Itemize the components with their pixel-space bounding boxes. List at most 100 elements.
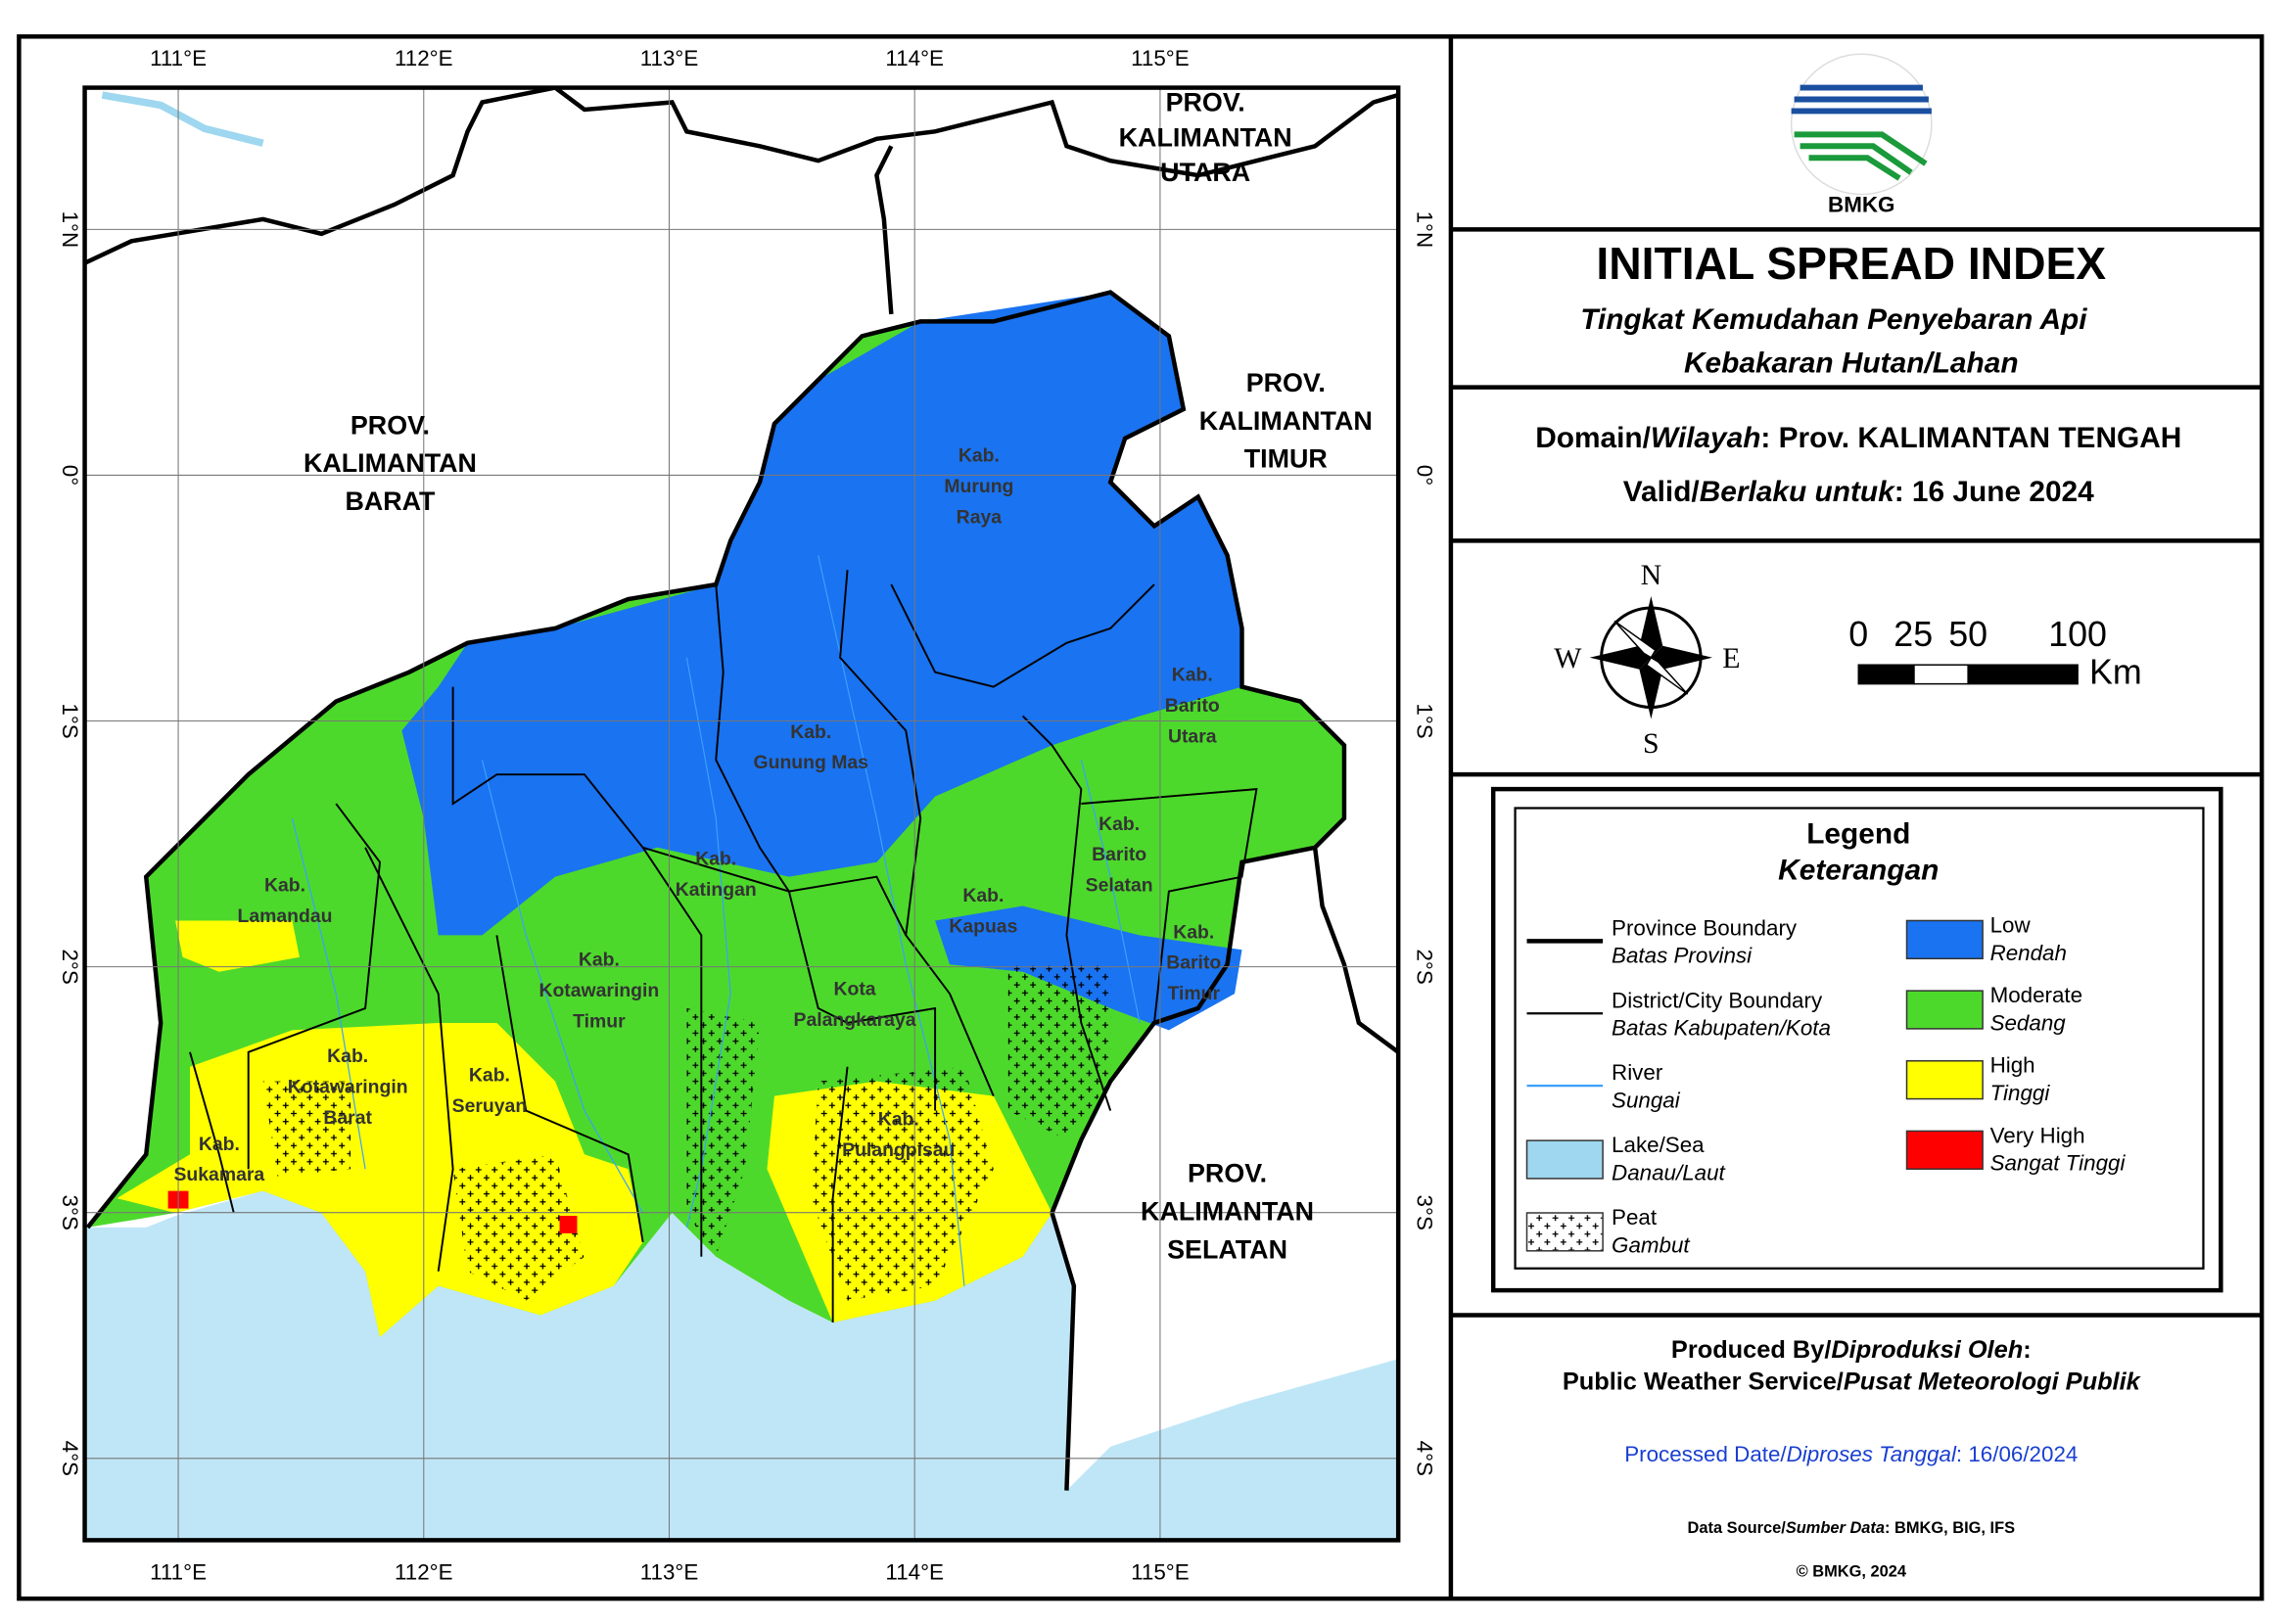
province-label-line: PROV. bbox=[1246, 368, 1326, 397]
province-label-line: KALIMANTAN bbox=[1199, 406, 1373, 436]
regency-label-line: Raya bbox=[957, 506, 1003, 528]
legend-symbol bbox=[1905, 1060, 1984, 1100]
province-label: PROV. KALIMANTAN TIMUR bbox=[1199, 368, 1373, 474]
legend-symbol bbox=[1905, 1130, 1984, 1170]
legend-symbol bbox=[1905, 919, 1984, 960]
regency-label-line: Kab. bbox=[958, 445, 1000, 467]
legend-symbol bbox=[1525, 1212, 1604, 1252]
domain-part: Wilayah bbox=[1651, 422, 1760, 454]
legend-label: Peat bbox=[1612, 1205, 1658, 1230]
regency-label-line: Kab. bbox=[962, 885, 1004, 906]
legend-label: Province Boundary bbox=[1612, 915, 1798, 940]
very-high-area bbox=[559, 1215, 578, 1233]
legend-label-id: Gambut bbox=[1612, 1232, 1690, 1257]
legend-title: Legend bbox=[1806, 817, 1910, 850]
valid-date: Valid/Berlaku untuk: 16 June 2024 bbox=[1623, 476, 2094, 508]
regency-label: Kab. Kotawaringin Timur bbox=[538, 950, 659, 1033]
regency-label-line: Kapuas bbox=[949, 915, 1017, 937]
high-area bbox=[175, 920, 300, 972]
regency-label-line: Kotawaringin bbox=[288, 1077, 408, 1098]
compass-s: S bbox=[1643, 727, 1660, 760]
legend-label-id: Batas Kabupaten/Kota bbox=[1612, 1016, 1831, 1041]
lon-label-bottom: 114°E bbox=[885, 1560, 944, 1585]
regency-label-line: Kab. bbox=[1099, 813, 1140, 835]
regency-label-line: Kab. bbox=[1173, 921, 1214, 943]
district-boundaries bbox=[189, 570, 1258, 1322]
province-label-line: KALIMANTAN bbox=[304, 448, 477, 478]
regency-label: Kab. Pulangpisau bbox=[842, 1108, 955, 1160]
lat-label-right: 1°S bbox=[1413, 703, 1437, 738]
logo bbox=[1790, 53, 1933, 196]
lat-label-left: 4°S bbox=[58, 1441, 82, 1476]
scale-label: 50 bbox=[1948, 615, 1987, 654]
produced-by: Produced By/Diproduksi Oleh: bbox=[1671, 1336, 2032, 1364]
regency-label-line: Kab. bbox=[1172, 665, 1213, 686]
peat-area bbox=[686, 1008, 761, 1257]
legend-symbol bbox=[1905, 990, 1984, 1030]
legend-label: High bbox=[1990, 1053, 2035, 1078]
graticule bbox=[84, 87, 1399, 1541]
legend-label: Low bbox=[1990, 912, 2032, 937]
compass-n: N bbox=[1641, 559, 1662, 591]
legend-symbol bbox=[1525, 1139, 1604, 1180]
lat-label-left: 3°S bbox=[58, 1195, 82, 1230]
regency-label: Kab. Lamandau bbox=[238, 875, 333, 927]
lat-label-right: 1°N bbox=[1413, 211, 1437, 249]
produced-by-part: : bbox=[2023, 1336, 2031, 1364]
peat-area bbox=[1007, 964, 1111, 1140]
subtitle: Tingkat Kemudahan Penyebaran Api bbox=[1580, 303, 2087, 336]
compass bbox=[1589, 596, 1713, 719]
compass-w: W bbox=[1554, 642, 1582, 674]
regency-label-line: Kotawaringin bbox=[538, 980, 659, 1001]
lat-label-left: 0° bbox=[58, 465, 82, 486]
scale-bar bbox=[1857, 664, 2079, 685]
lon-label-bottom: 112°E bbox=[395, 1560, 453, 1585]
regency-label-line: Utara bbox=[1168, 725, 1217, 747]
regency-label-line: Kab. bbox=[579, 950, 620, 971]
province-label: PROV. KALIMANTAN SELATAN bbox=[1141, 1159, 1314, 1265]
service-part: Public Weather Service/ bbox=[1563, 1369, 1844, 1396]
processed-date: Processed Date/Diproses Tanggal: 16/06/2… bbox=[1624, 1442, 2078, 1466]
province-label-line: UTARA bbox=[1160, 158, 1250, 187]
service-part: Pusat Meteorologi Publik bbox=[1844, 1369, 2142, 1396]
province-label-line: PROV. bbox=[1188, 1159, 1267, 1188]
lon-label-top: 114°E bbox=[885, 46, 944, 70]
data-source-part: : BMKG, BIG, IFS bbox=[1885, 1519, 2015, 1537]
province-label-line: KALIMANTAN bbox=[1141, 1196, 1314, 1226]
regency-label: Kab. Barito Selatan bbox=[1086, 813, 1153, 897]
lon-label-bottom: 115°E bbox=[1131, 1560, 1190, 1585]
rivers bbox=[291, 555, 1141, 1286]
legend-label-id: Sangat Tinggi bbox=[1990, 1151, 2127, 1176]
lat-label-left: 1°N bbox=[58, 211, 82, 249]
province-label-line: SELATAN bbox=[1167, 1234, 1287, 1264]
legend-label-id: Sedang bbox=[1990, 1010, 2067, 1035]
legend-label: River bbox=[1612, 1060, 1663, 1085]
regency-label-line: Kota bbox=[833, 979, 875, 1000]
peat-area bbox=[262, 1081, 351, 1177]
data-source-part: Data Source/ bbox=[1688, 1519, 1787, 1537]
regency-label-line: Barito bbox=[1092, 844, 1146, 865]
province-label-line: PROV. bbox=[351, 410, 430, 440]
legend-label: Moderate bbox=[1990, 983, 2083, 1007]
produced-by-part: Diproduksi Oleh bbox=[1831, 1336, 2023, 1364]
lat-label-right: 4°S bbox=[1413, 1441, 1437, 1476]
lat-label-right: 2°S bbox=[1413, 949, 1437, 984]
legend-inner bbox=[1514, 807, 2205, 1270]
legend-label-id: Sungai bbox=[1612, 1089, 1681, 1113]
regency-label: Kab. Barito Utara bbox=[1165, 665, 1220, 748]
domain-part: Domain/ bbox=[1535, 422, 1651, 454]
regency-label-line: Kab. bbox=[199, 1134, 240, 1155]
lon-label-bottom: 113°E bbox=[640, 1560, 699, 1585]
legend-label-id: Rendah bbox=[1990, 941, 2067, 965]
regency-label-line: Lamandau bbox=[238, 905, 333, 927]
regency-label: Kab. Gunung Mas bbox=[754, 721, 868, 773]
legend-label: Very High bbox=[1990, 1123, 2085, 1147]
produced-by-part: Produced By/ bbox=[1671, 1336, 1831, 1364]
lat-label-right: 0° bbox=[1413, 465, 1437, 486]
regency-label-line: Timur bbox=[1167, 983, 1220, 1004]
scale-label: 0 bbox=[1848, 615, 1868, 654]
regency-label-line: Kab. bbox=[878, 1108, 919, 1130]
scale-label: 25 bbox=[1894, 615, 1933, 654]
side-panel bbox=[1448, 36, 2263, 1600]
data-source-part: Sumber Data bbox=[1786, 1519, 1885, 1537]
